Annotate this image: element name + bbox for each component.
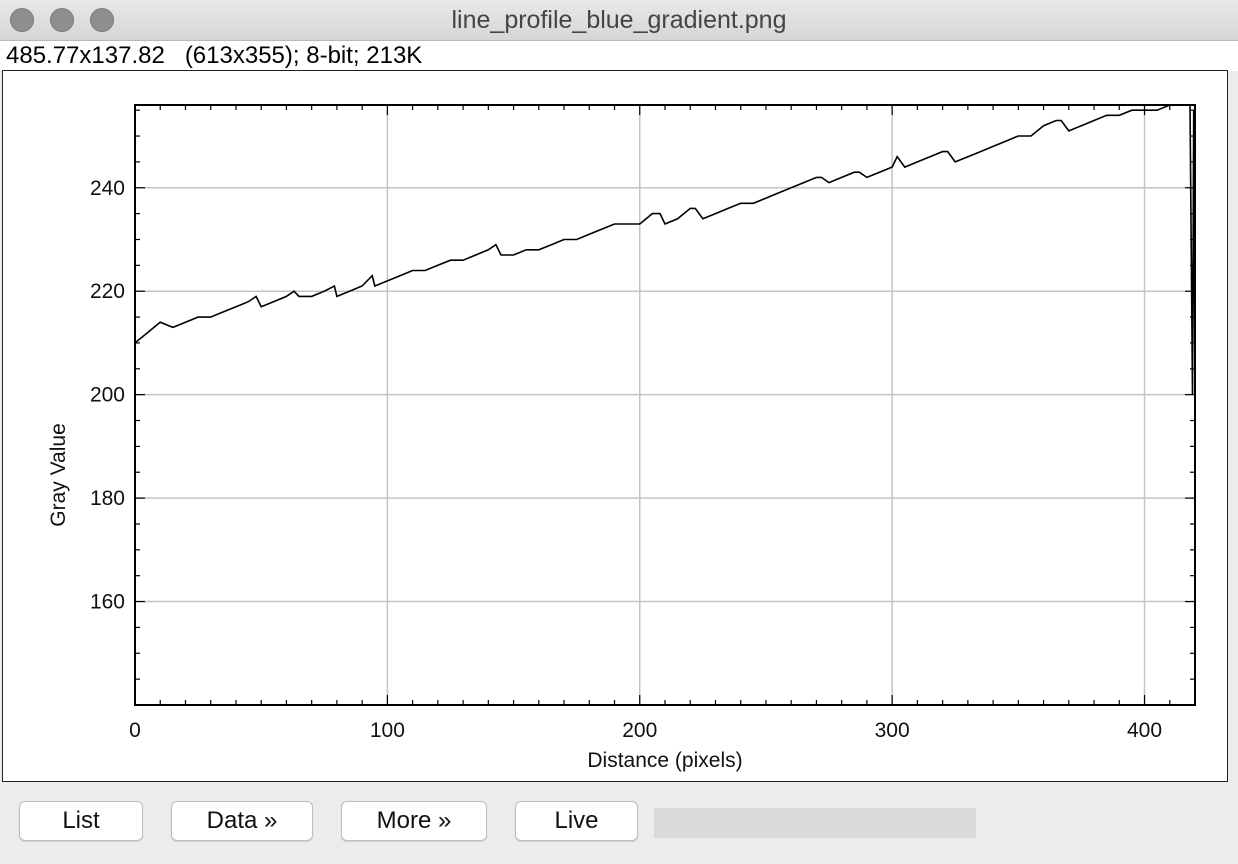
zoom-window-icon[interactable] <box>90 8 114 32</box>
title-bar: line_profile_blue_gradient.png <box>0 0 1238 41</box>
x-tick-label: 0 <box>129 719 141 742</box>
minimize-window-icon[interactable] <box>50 8 74 32</box>
y-tick-label: 160 <box>90 591 125 614</box>
y-tick-label: 200 <box>90 384 125 407</box>
profile-plot: 0 100 200 300 400 160 180 200 220 240 Distance (pi… <box>47 104 1196 772</box>
profile-line <box>134 104 1196 406</box>
y-tick-label: 220 <box>90 280 125 303</box>
x-tick-label: 100 <box>370 719 405 742</box>
progress-bar <box>654 808 976 838</box>
close-window-icon[interactable] <box>10 8 34 32</box>
list-button[interactable]: List <box>19 801 143 841</box>
x-tick-label: 400 <box>1127 719 1162 742</box>
y-axis-label: Gray Value <box>47 423 70 527</box>
x-axis-label: Distance (pixels) <box>587 749 742 772</box>
y-tick-label: 240 <box>90 177 125 200</box>
plot-panel: 0 100 200 300 400 160 180 200 220 240 Distance (pi… <box>2 70 1228 782</box>
data-button[interactable]: Data » <box>171 801 313 841</box>
x-tick-label: 200 <box>622 719 657 742</box>
info-bar: 485.77x137.82 (613x355); 8-bit; 213K <box>0 41 1238 71</box>
live-button[interactable]: Live <box>515 801 638 841</box>
y-tick-label: 180 <box>90 487 125 510</box>
window-title: line_profile_blue_gradient.png <box>451 6 787 34</box>
image-info-text: 485.77x137.82 (613x355); 8-bit; 213K <box>6 42 423 69</box>
more-button[interactable]: More » <box>341 801 487 841</box>
plot-frame <box>134 104 1196 706</box>
x-tick-label: 300 <box>875 719 910 742</box>
